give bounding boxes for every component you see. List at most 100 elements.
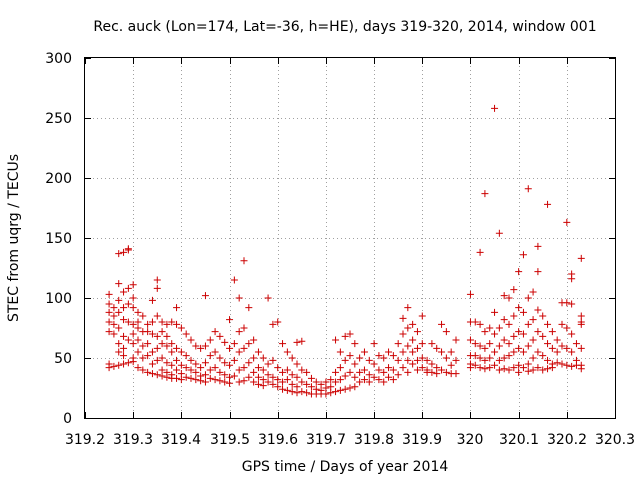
data-point [226, 379, 234, 387]
data-point [211, 364, 219, 372]
data-point [120, 316, 128, 324]
data-point [544, 356, 552, 364]
data-point [283, 366, 291, 374]
data-point [206, 352, 214, 360]
data-point [211, 376, 219, 384]
data-point [481, 344, 489, 352]
data-point [245, 359, 253, 367]
data-point [327, 376, 335, 384]
data-point [370, 340, 378, 348]
data-point [264, 378, 272, 386]
data-point [168, 318, 176, 326]
data-point [481, 190, 489, 198]
data-point [259, 376, 267, 384]
data-point [568, 330, 576, 338]
data-point [153, 356, 161, 364]
x-tick-label: 319.3 [113, 432, 153, 448]
data-point [211, 348, 219, 356]
data-point [124, 359, 132, 367]
data-point [250, 378, 258, 386]
data-point [534, 268, 542, 276]
data-point [105, 318, 113, 326]
data-point [471, 352, 479, 360]
data-point [129, 304, 137, 312]
data-point [413, 328, 421, 336]
x-tick-label: 319.2 [65, 432, 105, 448]
data-point [177, 376, 185, 384]
data-point [418, 364, 426, 372]
data-point [385, 348, 393, 356]
data-point [182, 364, 190, 372]
x-axis-tick-labels: 319.2 319.3 319.4 319.5 319.6 319.7 319.8 319.9… [65, 432, 635, 448]
data-point [510, 348, 518, 356]
data-point [197, 364, 205, 372]
data-point [539, 332, 547, 340]
data-point [351, 340, 359, 348]
x-tick-label: 319.4 [161, 432, 201, 448]
data-point [148, 318, 156, 326]
data-point [491, 361, 499, 369]
data-point [163, 342, 171, 350]
data-point [404, 368, 412, 376]
data-point [201, 342, 209, 350]
data-point [524, 320, 532, 328]
data-point [510, 332, 518, 340]
data-point [245, 373, 253, 381]
data-point [409, 360, 417, 368]
data-point [505, 352, 513, 360]
data-point [524, 360, 532, 368]
data-point [529, 354, 537, 362]
data-point [201, 371, 209, 379]
data-point [192, 368, 200, 376]
data-point [577, 365, 585, 373]
data-point [206, 366, 214, 374]
data-point [250, 336, 258, 344]
data-point [491, 348, 499, 356]
data-point [500, 336, 508, 344]
data-point [264, 294, 272, 302]
data-point [254, 373, 262, 381]
data-point [158, 372, 166, 380]
data-point [356, 378, 364, 386]
data-point [298, 337, 306, 345]
data-point [148, 348, 156, 356]
data-point [370, 360, 378, 368]
data-point [245, 340, 253, 348]
data-point [389, 376, 397, 384]
data-point [327, 383, 335, 391]
data-point [544, 340, 552, 348]
data-point [553, 336, 561, 344]
data-point [360, 366, 368, 374]
plot-frame [84, 57, 616, 419]
y-tick-label: 50 [54, 351, 72, 367]
data-point [332, 388, 340, 396]
x-tick-label: 319.6 [258, 432, 298, 448]
data-point [360, 348, 368, 356]
data-point [433, 344, 441, 352]
data-point [336, 364, 344, 372]
data-point [341, 356, 349, 364]
data-point [173, 304, 181, 312]
data-point [120, 352, 128, 360]
data-point [447, 348, 455, 356]
data-point [534, 306, 542, 314]
data-point [505, 294, 513, 302]
data-point [192, 342, 200, 350]
data-point [240, 324, 248, 332]
data-point [385, 364, 393, 372]
data-point [438, 366, 446, 374]
data-point [505, 366, 513, 374]
data-point [500, 354, 508, 362]
data-point [312, 378, 320, 386]
data-point [115, 340, 123, 348]
data-point [471, 318, 479, 326]
data-point [105, 300, 113, 308]
data-point [168, 340, 176, 348]
data-point [177, 370, 185, 378]
data-point [105, 364, 113, 372]
data-point [418, 354, 426, 362]
data-point [399, 364, 407, 372]
data-point [442, 368, 450, 376]
data-point [524, 294, 532, 302]
